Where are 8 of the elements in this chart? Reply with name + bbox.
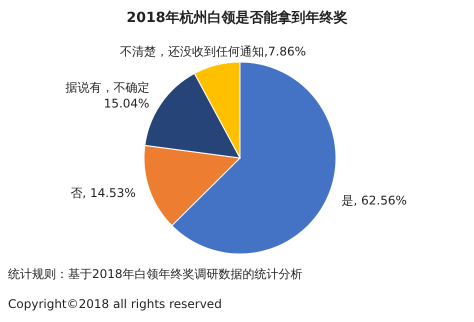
slice-label: 不清楚，还没收到任何通知,7.86%: [120, 44, 306, 58]
text: Copyright©2018 all rights reserved: [8, 297, 222, 311]
slice-label: 是, 62.56%: [342, 193, 407, 208]
text: 统计规则：基于2018年白领年终奖调研数据的统计分析: [8, 267, 303, 281]
slice-label: 据说有，不确定: [65, 80, 150, 94]
chart-title: 2018年杭州白领是否能拿到年终奖: [126, 9, 348, 26]
data-label: 15.04%: [104, 96, 150, 110]
slice-label: 否, 14.53%: [70, 186, 136, 200]
